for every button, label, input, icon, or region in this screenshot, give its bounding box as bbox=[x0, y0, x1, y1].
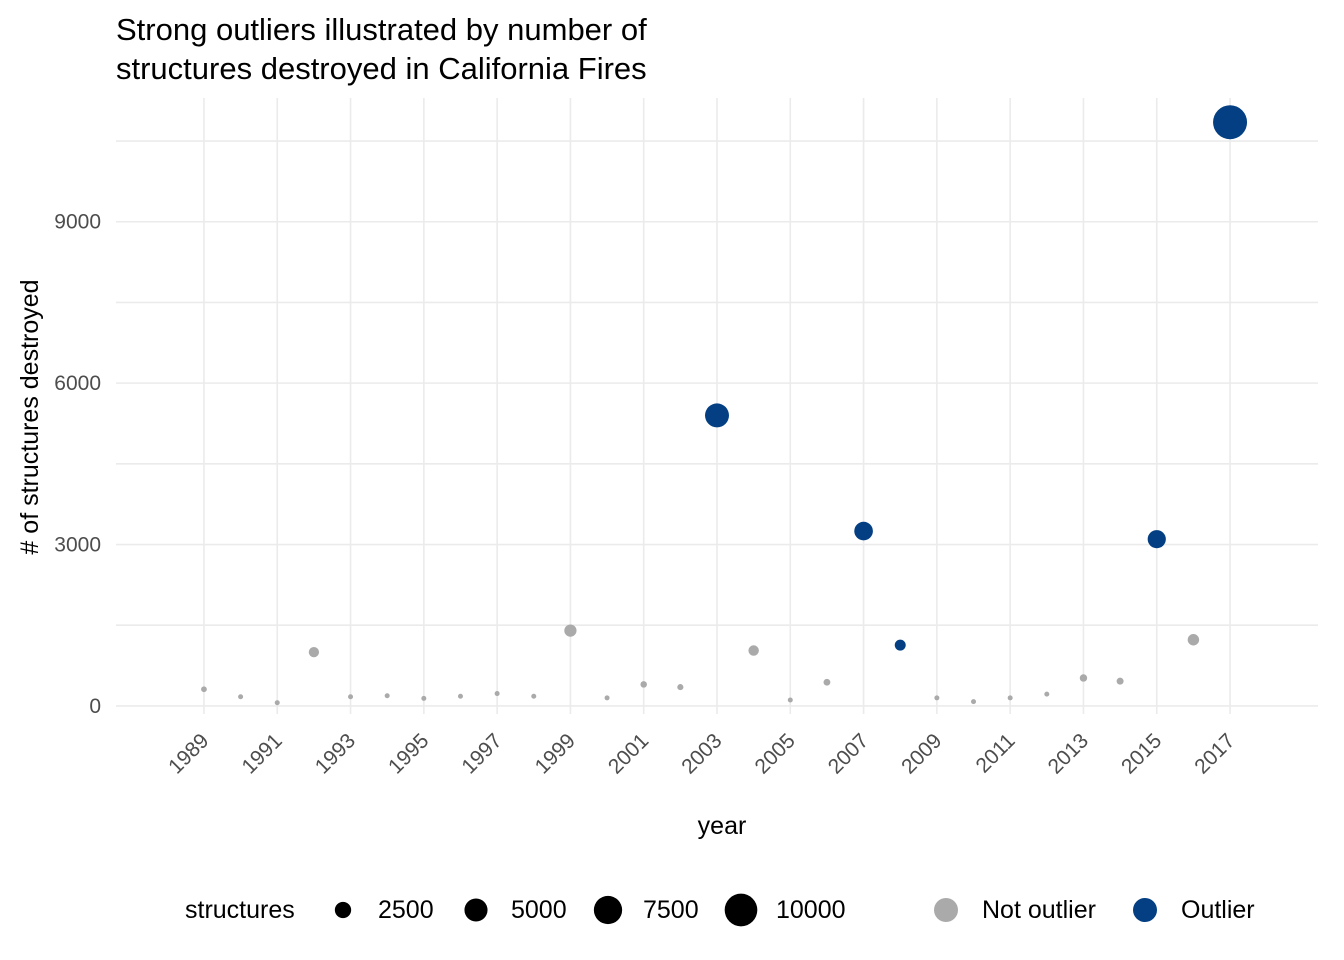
x-tick-label: 2011 bbox=[972, 729, 1020, 777]
data-point bbox=[934, 695, 940, 701]
data-point bbox=[421, 695, 427, 701]
data-point bbox=[348, 694, 354, 700]
x-tick-label: 1995 bbox=[384, 729, 433, 778]
x-axis-ticks: 1989 1991 1993 1995 1997 1999 2001 2003 2005 2007… bbox=[164, 729, 1239, 778]
legend-color-label: Not outlier bbox=[982, 896, 1096, 924]
data-point bbox=[854, 521, 873, 541]
legend-color-label: Outlier bbox=[1181, 896, 1255, 924]
x-tick-label: 1993 bbox=[311, 729, 360, 778]
data-point bbox=[604, 695, 610, 701]
y-axis-title: # of structures destroyed bbox=[16, 279, 44, 554]
data-point bbox=[238, 694, 244, 700]
data-point bbox=[1187, 634, 1200, 646]
x-tick-label: 1991 bbox=[237, 729, 286, 778]
x-tick-label: 2003 bbox=[677, 729, 726, 778]
legend-size-label: 5000 bbox=[511, 896, 567, 924]
legend-size-label: 7500 bbox=[643, 896, 699, 924]
x-tick-label: 1997 bbox=[457, 729, 506, 778]
y-axis-ticks: 0 3000 6000 9000 bbox=[54, 211, 101, 718]
gridlines bbox=[116, 98, 1318, 714]
x-tick-label: 2013 bbox=[1044, 729, 1093, 778]
y-tick-label: 3000 bbox=[54, 534, 101, 557]
data-point bbox=[531, 693, 537, 699]
data-point bbox=[894, 639, 906, 651]
data-point bbox=[1116, 677, 1124, 685]
legend-size-label: 2500 bbox=[378, 896, 434, 924]
data-point bbox=[640, 681, 647, 688]
data-point bbox=[457, 693, 463, 699]
y-tick-label: 0 bbox=[89, 695, 101, 718]
chart-title: Strong outliers illustrated by number of… bbox=[116, 12, 647, 86]
legend-size-label: 10000 bbox=[776, 896, 846, 924]
data-point bbox=[1213, 105, 1248, 140]
legend-color-key bbox=[934, 898, 958, 922]
data-point bbox=[787, 697, 793, 703]
x-tick-label: 2001 bbox=[604, 729, 653, 778]
y-tick-label: 6000 bbox=[54, 372, 101, 395]
x-tick-label: 2017 bbox=[1190, 729, 1239, 778]
data-point bbox=[705, 403, 729, 428]
x-tick-label: 1989 bbox=[164, 729, 213, 778]
data-point bbox=[748, 645, 759, 656]
data-point bbox=[971, 699, 977, 705]
x-tick-label: 2005 bbox=[751, 729, 800, 778]
data-point bbox=[823, 678, 831, 686]
legend-size-key bbox=[334, 901, 352, 919]
x-tick-label: 2007 bbox=[824, 729, 873, 778]
legend-size-title: structures bbox=[185, 896, 295, 924]
data-point bbox=[1044, 691, 1050, 697]
data-point bbox=[274, 700, 280, 706]
x-axis-title: year bbox=[698, 812, 747, 840]
y-tick-label: 9000 bbox=[54, 211, 101, 234]
chart-title-line-2: structures destroyed in California Fires bbox=[116, 51, 647, 86]
data-point bbox=[1079, 674, 1088, 682]
data-point bbox=[384, 693, 390, 699]
x-tick-label: 2015 bbox=[1117, 729, 1166, 778]
data-point bbox=[564, 624, 577, 637]
data-point bbox=[201, 686, 207, 693]
legend-color-key bbox=[1133, 898, 1157, 922]
data-points bbox=[201, 105, 1248, 706]
legend-size-key bbox=[593, 895, 623, 925]
data-point bbox=[1007, 695, 1013, 701]
data-point bbox=[494, 691, 500, 697]
legend-size-key bbox=[464, 898, 488, 922]
data-point bbox=[677, 684, 684, 691]
data-point bbox=[308, 646, 320, 658]
chart-title-line-1: Strong outliers illustrated by number of bbox=[116, 12, 647, 47]
x-tick-label: 1999 bbox=[531, 729, 580, 778]
legend: structures 2500 5000 7500 10000 Not outlier Ou… bbox=[185, 893, 1255, 927]
x-tick-label: 2009 bbox=[897, 729, 946, 778]
legend-size-key bbox=[724, 893, 758, 927]
data-point bbox=[1147, 530, 1166, 549]
